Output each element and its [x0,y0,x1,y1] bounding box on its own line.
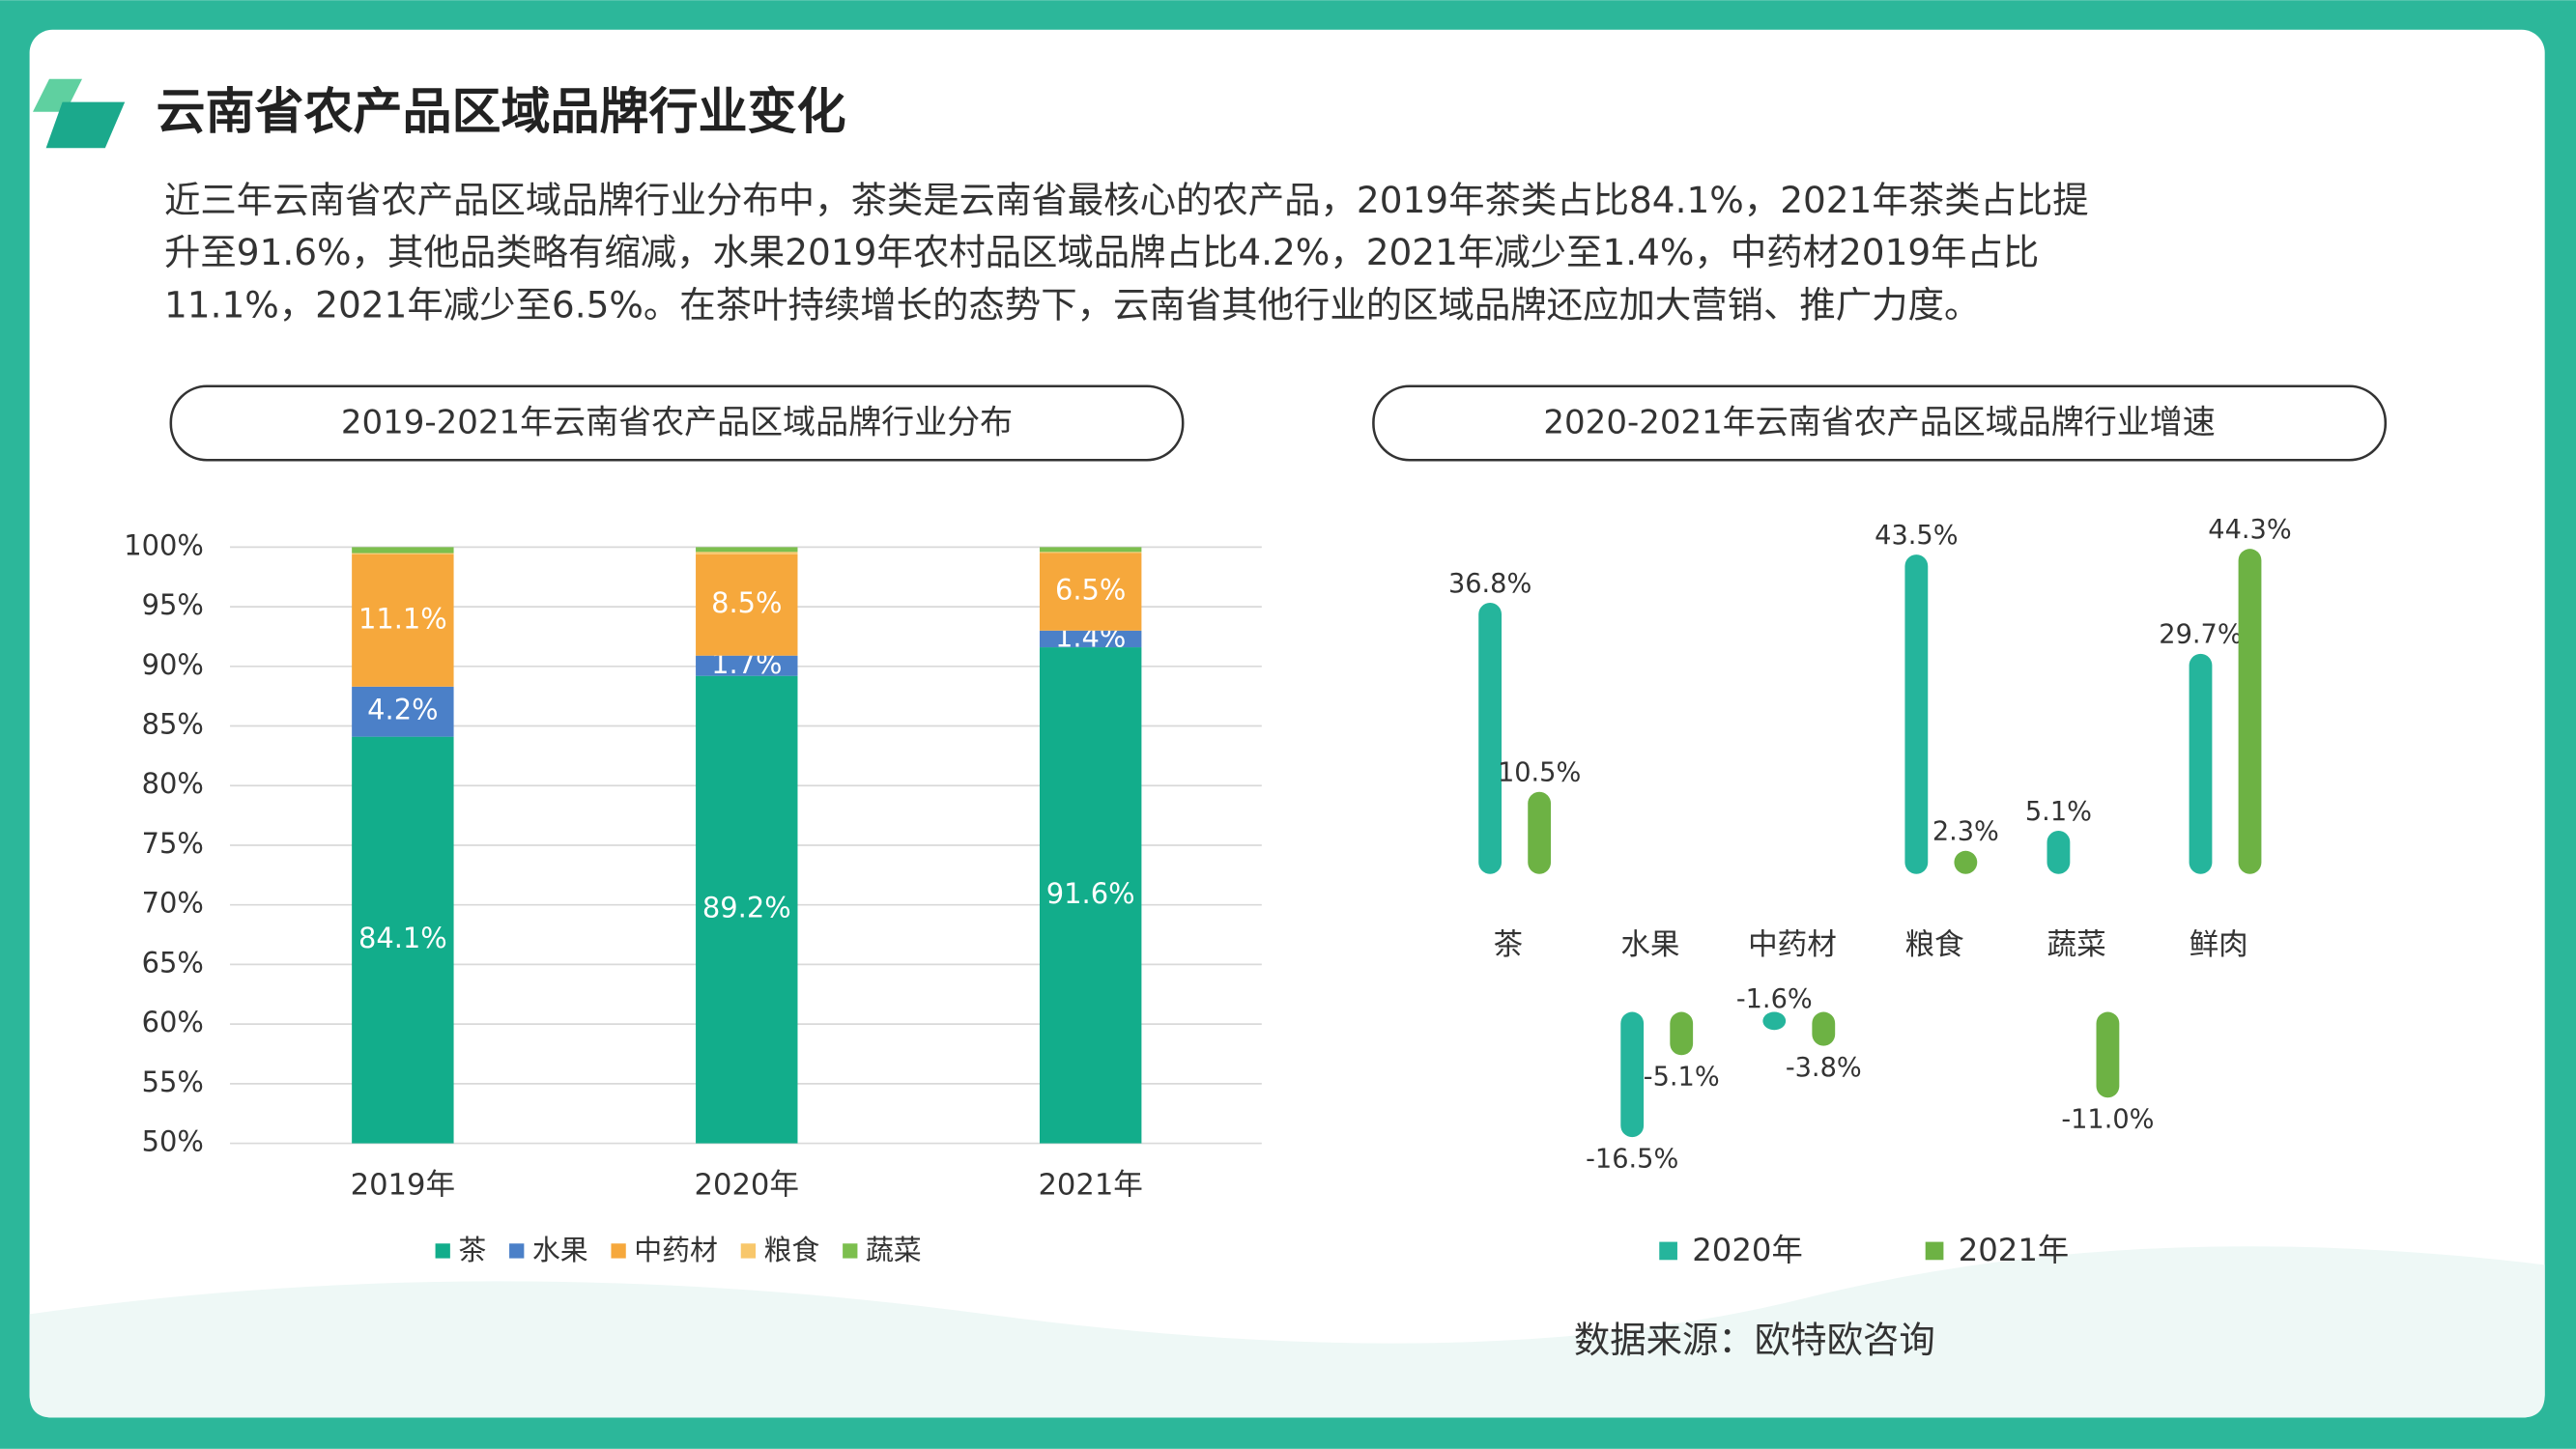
source: 数据来源：欧特欧咨询 [1574,1319,1935,1361]
y-tick-label: 100% [124,528,204,561]
legend-swatch [1659,1241,1677,1261]
legend-swatch [611,1243,626,1259]
value-label: -5.1% [1644,1063,1720,1093]
value-label: -1.6% [1736,984,1813,1014]
value-label: -16.5% [1586,1144,1678,1174]
bar-segment [696,547,798,553]
bar-segment [696,675,798,1144]
bar [1478,603,1503,874]
legend-swatch [1925,1241,1944,1261]
bar-segment [1039,647,1142,1144]
paragraph-line: 升至91.6%，其他品类略有缩减，水果2019年农村品区域品牌占比4.2%，20… [164,231,2039,273]
value-label: 11.1% [358,602,447,635]
legend-label: 2021年 [1959,1232,2069,1268]
x-tick-label: 蔬菜 [2047,928,2106,962]
value-label: 6.5% [1055,574,1126,607]
x-tick-label: 2020年 [695,1168,799,1202]
legend-swatch [509,1243,525,1259]
bar-segment [696,552,798,554]
bar [2046,830,2071,874]
y-tick-label: 85% [142,708,204,741]
x-tick-label: 中药材 [1748,928,1837,962]
x-tick-label: 粮食 [1904,928,1963,962]
legend-label: 粮食 [764,1234,820,1266]
y-tick-label: 70% [142,887,204,920]
legend-label: 水果 [532,1234,588,1266]
bar-segment [352,554,454,687]
value-label: 10.5% [1498,758,1581,788]
card [29,29,2545,1418]
page-title: 云南省农产品区域品牌行业变化 [157,84,846,141]
legend-label: 茶 [458,1234,486,1266]
y-tick-label: 55% [142,1065,204,1098]
legend-swatch [435,1243,450,1259]
value-label: 89.2% [702,892,791,924]
legend-label: 中药材 [634,1234,718,1266]
value-label: -11.0% [2061,1105,2154,1135]
chart-title-pill [169,384,1185,462]
bar [1812,1011,1836,1046]
bar [1762,1011,1787,1031]
legend-label: 蔬菜 [866,1234,922,1266]
bar-segment [352,547,454,554]
bar [2189,653,2213,874]
value-label: -3.8% [1786,1053,1862,1083]
chart-title: 2020-2021年云南省农产品区域品牌行业增速 [1543,403,2215,441]
y-tick-label: 65% [142,946,204,979]
y-tick-label: 60% [142,1006,204,1038]
bar-segment [696,554,798,656]
bar [2096,1011,2120,1098]
bar [1620,1011,1645,1138]
value-label: 43.5% [1875,521,1958,551]
y-tick-label: 90% [142,648,204,681]
bar-segment [696,655,798,676]
value-label: 44.3% [2208,515,2291,545]
value-label: 36.8% [1448,569,1531,599]
bar [1904,554,1929,874]
chart-title-pill [1372,384,2388,462]
bar [1954,850,1978,874]
value-label: 4.2% [367,694,438,726]
value-label: 5.1% [2025,797,2092,827]
y-tick-label: 75% [142,827,204,860]
paragraph-line: 近三年云南省农产品区域品牌行业分布中，茶类是云南省最核心的农产品，2019年茶类… [164,179,2089,221]
bar-segment [1039,553,1142,631]
value-label: 29.7% [2159,620,2242,650]
bar-segment [1039,630,1142,648]
bar-segment [1039,547,1142,553]
bar [2238,549,2262,874]
paragraph-line: 11.1%，2021年减少至6.5%。在茶叶持续增长的态势下，云南省其他行业的区… [164,284,1980,327]
x-tick-label: 水果 [1620,928,1679,962]
x-tick-label: 2019年 [351,1168,455,1202]
icon [45,101,126,149]
x-tick-label: 茶 [1494,928,1524,962]
wave [29,1246,2545,1418]
value-label: 91.6% [1046,877,1135,910]
x-tick-label: 鲜肉 [2190,928,2248,962]
bar [1528,791,1552,874]
value-label: 84.1% [358,922,447,954]
chart-title: 2019-2021年云南省农产品区域品牌行业分布 [341,403,1013,441]
y-tick-label: 50% [142,1125,204,1158]
legend-swatch [740,1243,757,1259]
y-tick-label: 80% [142,767,204,800]
value-label: 8.5% [711,586,782,619]
x-tick-label: 2021年 [1038,1168,1142,1202]
legend-label: 2020年 [1692,1232,1803,1268]
value-label: 2.3% [1932,817,1999,847]
bar-segment [352,736,454,1144]
bar-segment [352,686,454,737]
bar-segment [1039,552,1142,554]
bar [1670,1011,1694,1056]
y-tick-label: 95% [142,588,204,621]
legend-swatch [843,1243,858,1259]
